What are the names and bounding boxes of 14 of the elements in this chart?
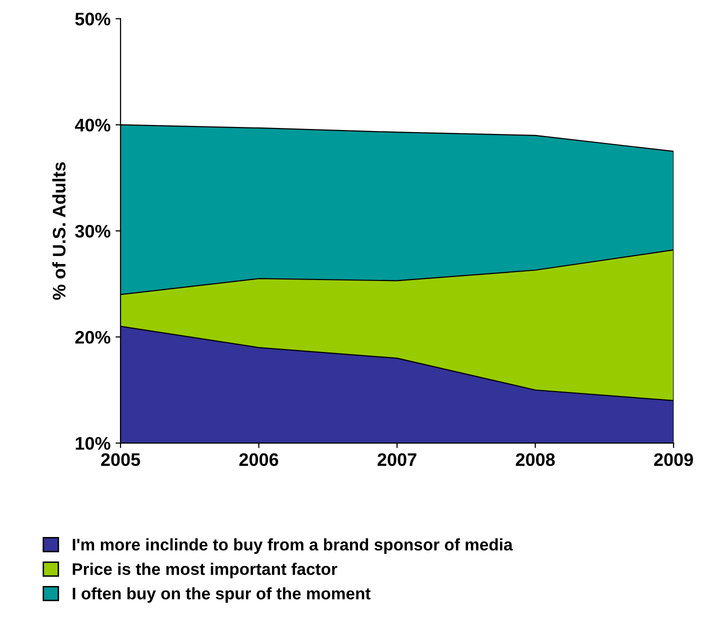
x-tick-label: 2006 <box>239 453 278 466</box>
x-tick-label: 2009 <box>654 453 693 466</box>
y-tick-label: 40% <box>74 118 110 132</box>
x-tick-label: 2007 <box>378 453 416 466</box>
legend-label: Price is the most important factor <box>72 562 338 578</box>
y-tick-label: 50% <box>75 12 110 26</box>
legend-label: I'm more inclinde to buy from a brand sponsor of media <box>72 538 513 554</box>
y-tick-label: 20% <box>75 330 110 344</box>
legend-label: I often buy on the spur of the moment <box>72 587 371 603</box>
y-axis-title: % of U.S. Adults <box>52 162 66 300</box>
x-tick-label: 2008 <box>516 453 555 466</box>
x-tick-label: 2005 <box>101 453 140 466</box>
y-tick-label: 10% <box>76 436 110 450</box>
y-tick-label: 30% <box>75 224 110 238</box>
